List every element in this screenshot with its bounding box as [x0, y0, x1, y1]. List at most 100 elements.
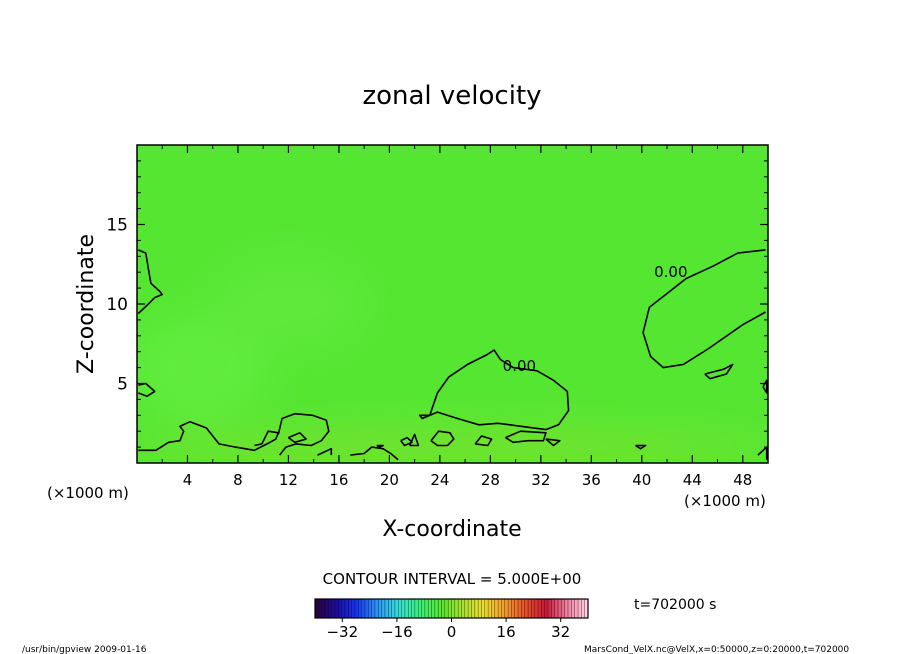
colorbar-segment: [461, 599, 466, 618]
colorbar-segment: [404, 599, 409, 618]
y-axis-label: Z-coordinate: [74, 234, 99, 374]
colorbar-segment: [498, 599, 502, 618]
colorbar-tick-label: 0: [447, 623, 457, 641]
colorbar-segment: [315, 599, 319, 618]
colorbar-segment: [511, 599, 515, 618]
colorbar-segment: [351, 599, 356, 618]
contour-interval-label: CONTOUR INTERVAL = 5.000E+00: [323, 570, 582, 588]
contour-line: [277, 412, 330, 456]
contour-line: [350, 446, 399, 461]
contour-line: [430, 430, 455, 447]
colorbar-segment: [471, 599, 476, 618]
colorbar-segment: [421, 599, 426, 618]
colorbar-segment: [388, 599, 392, 618]
colorbar-segment: [464, 599, 469, 618]
x-unit-right: (×1000 m): [684, 492, 766, 510]
shading-blob: [137, 311, 270, 424]
colorbar-segment: [431, 599, 436, 618]
colorbar-segment: [531, 599, 535, 618]
colorbar-segment: [474, 599, 479, 618]
time-label: t=702000 s: [634, 597, 716, 613]
colorbar-segment: [524, 599, 529, 618]
colorbar: [314, 598, 589, 619]
colorbar-segment: [568, 599, 572, 618]
x-axis-label: X-coordinate: [382, 517, 521, 542]
y-tick-label: 10: [106, 295, 128, 315]
colorbar-segment: [444, 599, 449, 618]
x-axis-ticks: 4 8 12 16 20 24 28 32 36 40 44 48: [161, 145, 752, 489]
colorbar-segment: [554, 599, 559, 618]
colorbar-segment: [451, 599, 456, 618]
colorbar-segment: [534, 599, 539, 618]
colorbar-segment: [378, 599, 382, 618]
x-tick-label: 48: [733, 471, 752, 489]
y-tick-label: 5: [117, 375, 128, 395]
colorbar-segment: [561, 599, 565, 618]
colorbar-segment: [438, 599, 442, 618]
colorbar-segment: [508, 599, 512, 618]
colorbar-segment: [334, 599, 339, 618]
colorbar-segment: [344, 599, 349, 618]
colorbar-segment: [571, 599, 575, 618]
x-unit-left: (×1000 m): [47, 484, 129, 502]
colorbar-segment: [338, 599, 342, 618]
colorbar-segment: [401, 599, 406, 618]
colorbar-segment: [424, 599, 429, 618]
colorbar-segment: [371, 599, 376, 618]
contour-line: [704, 363, 734, 380]
x-tick-label: 16: [329, 471, 348, 489]
colorbar-tick-labels: −32 −16 0 16 32: [326, 618, 570, 641]
colorbar-segment: [574, 599, 579, 618]
contour-label: 0.00: [654, 263, 687, 281]
x-tick-label: 20: [380, 471, 399, 489]
colorbar-segment: [484, 599, 489, 618]
colorbar-segment: [514, 599, 519, 618]
colorbar-segment: [411, 599, 416, 618]
y-axis-ticks: 5 10 15: [106, 160, 768, 448]
colorbar-segment: [354, 599, 359, 618]
colorbar-segment: [428, 599, 432, 618]
contour-label: 0.00: [503, 357, 536, 375]
colorbar-segment: [394, 599, 399, 618]
colorbar-segment: [364, 599, 369, 618]
colorbar-segment: [358, 599, 362, 618]
colorbar-segment: [521, 599, 525, 618]
x-tick-label: 12: [279, 471, 298, 489]
contour-line: [408, 433, 420, 447]
colorbar-segment: [541, 599, 545, 618]
colorbar-segment: [348, 599, 352, 618]
colorbar-segment: [584, 599, 589, 618]
colorbar-segment: [578, 599, 582, 618]
contour-line: [642, 249, 766, 369]
colorbar-tick-label: 32: [551, 623, 570, 641]
colorbar-segment: [418, 599, 422, 618]
chart-title: zonal velocity: [362, 81, 541, 111]
colorbar-segment: [441, 599, 446, 618]
colorbar-segment: [324, 599, 329, 618]
colorbar-segment: [391, 599, 396, 618]
field-shading: [137, 256, 768, 463]
y-tick-label: 15: [106, 216, 128, 236]
x-tick-label: 36: [582, 471, 601, 489]
contour-line: [317, 447, 333, 456]
colorbar-segment: [368, 599, 372, 618]
colorbar-segment: [478, 599, 482, 618]
contour-labels: 0.00 0.00: [503, 263, 688, 375]
colorbar-segment: [408, 599, 412, 618]
colorbar-tick-label: 16: [497, 623, 516, 641]
footer-left: /usr/bin/gpview 2009-01-16: [22, 645, 147, 654]
colorbar-segment: [488, 599, 492, 618]
colorbar-segment: [341, 599, 346, 618]
colorbar-segment: [538, 599, 542, 618]
colorbar-segment: [374, 599, 379, 618]
colorbar-tick-label: −32: [326, 623, 358, 641]
colorbar-segment: [454, 599, 459, 618]
colorbar-segment: [544, 599, 549, 618]
x-tick-label: 32: [531, 471, 550, 489]
x-tick-label: 4: [183, 471, 193, 489]
colorbar-segment: [468, 599, 472, 618]
colorbar-segment: [518, 599, 522, 618]
colorbar-segment: [318, 599, 322, 618]
x-tick-label: 24: [430, 471, 449, 489]
